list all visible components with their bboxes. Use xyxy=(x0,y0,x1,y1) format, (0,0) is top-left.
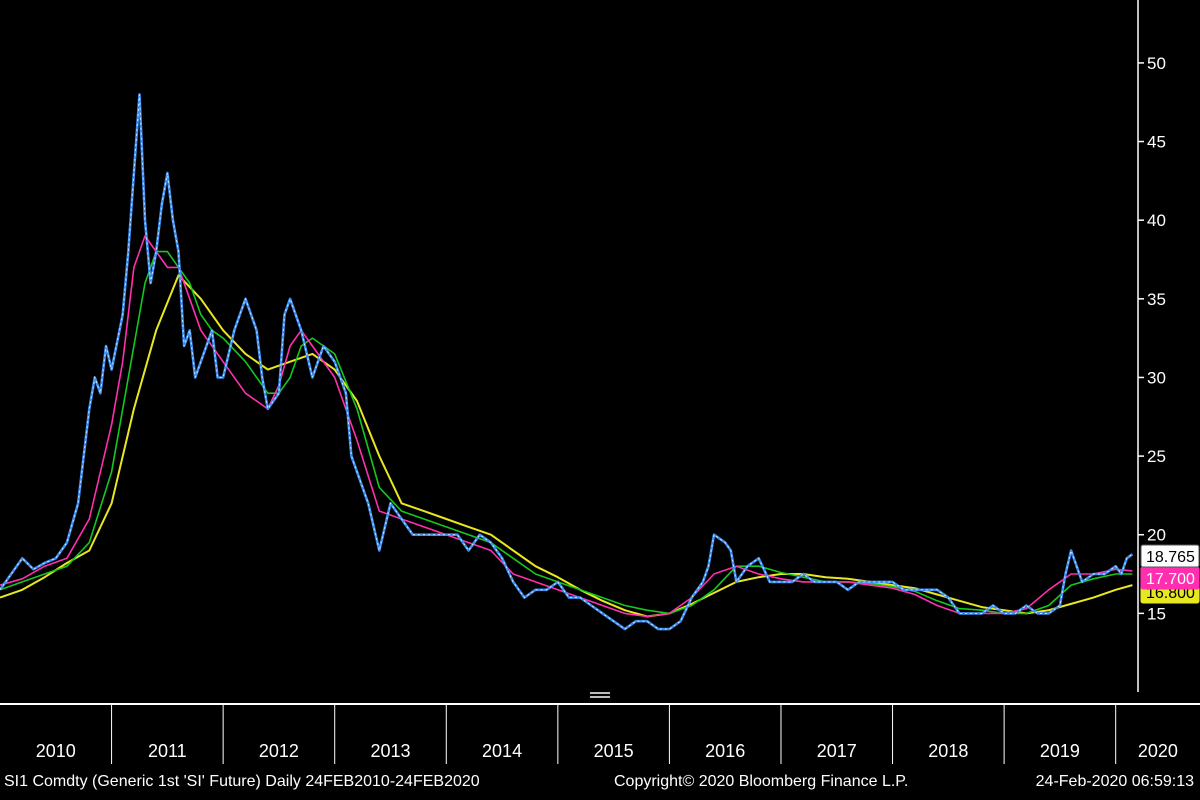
x-tick-label: 2013 xyxy=(370,741,410,761)
last-value-box-price xyxy=(1140,544,1200,568)
series-line-ma_short xyxy=(0,235,1133,618)
x-tick-label: 2014 xyxy=(482,741,522,761)
y-tick-label: 50 xyxy=(1147,54,1166,73)
series-layer xyxy=(0,93,1134,631)
x-tick-label: 2012 xyxy=(259,741,299,761)
y-tick-label: 25 xyxy=(1147,447,1166,466)
y-tick-label: 40 xyxy=(1147,211,1166,230)
last-value-text-ma_short: 17.700 xyxy=(1146,571,1195,588)
chart-scroll-handle[interactable] xyxy=(590,692,610,698)
y-axis: 15 20 25 30 35 40 45 50 xyxy=(1137,0,1166,692)
x-tick-label: 2019 xyxy=(1040,741,1080,761)
y-tick-label: 15 xyxy=(1147,604,1166,623)
x-tick-label: 2018 xyxy=(928,741,968,761)
x-tick-label: 2016 xyxy=(705,741,745,761)
x-tick-label: 2011 xyxy=(148,741,187,761)
x-tick-label: 2017 xyxy=(817,741,857,761)
x-tick-label: 2010 xyxy=(36,741,76,761)
x-tick-label: 2015 xyxy=(594,741,634,761)
footer-security-description: SI1 Comdty (Generic 1st 'SI' Future) Dai… xyxy=(4,773,480,790)
series-line-ma_mid xyxy=(0,250,1133,615)
footer-timestamp: 24-Feb-2020 06:59:13 xyxy=(1035,773,1194,790)
series-highlight-price xyxy=(0,94,1133,630)
x-tick-label: 2020 xyxy=(1138,741,1178,761)
y-tick-label: 30 xyxy=(1147,368,1166,387)
last-value-text-price: 18.765 xyxy=(1146,549,1195,566)
y-tick-label: 45 xyxy=(1147,133,1166,152)
y-tick-label: 35 xyxy=(1147,290,1166,309)
footer-copyright: Copyright© 2020 Bloomberg Finance L.P. xyxy=(614,773,909,790)
x-axis: 2010 2011 2012 2013 2014 2015 2016 2017 2018 2019… xyxy=(0,703,1200,764)
y-tick-label: 20 xyxy=(1147,526,1166,545)
